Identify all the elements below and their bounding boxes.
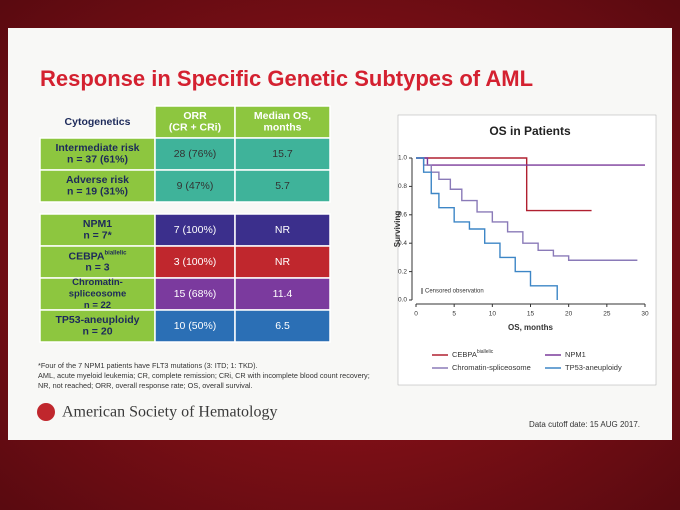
survival-curve [416,157,638,261]
logo-text: American Society of Hematology [62,404,278,421]
cell-text: months [264,122,302,134]
table-cell [39,309,156,343]
legend-label: Chromatin-spliceosome [452,363,531,372]
cell-text: 3 (100%) [174,256,217,268]
table-cell [39,169,156,203]
footnote: AML, acute myeloid leukemia; CR, complet… [38,371,370,380]
survival-curve [416,157,592,212]
legend-name: CEBPA [452,350,477,359]
cell-text: 15.7 [272,148,293,160]
y-tick-label: 0.4 [398,240,407,247]
x-tick-label: 20 [565,311,573,318]
x-tick-label: 10 [489,311,497,318]
legend-name: NPM1 [565,350,586,359]
cell-text: ORR [183,110,207,122]
cell-text: 5.7 [275,180,290,192]
x-axis-label: OS, months [508,323,553,332]
cell-text: n = 20 [82,326,112,338]
table-cell [234,277,331,311]
cell-text: (CR + CRi) [169,122,221,134]
cell-text: TP53-aneuploidy [55,314,139,326]
cell-text-sup: biallelic [104,250,127,256]
cell-text-main: CEBPA [69,250,105,262]
legend-label: CEBPAbiallelic [452,349,494,359]
footnote: *Four of the 7 NPM1 patients have FLT3 m… [38,361,258,370]
cell-text: CEBPAbiallelic [69,250,128,262]
table-cell [234,169,331,203]
x-tick-label: 0 [414,311,418,318]
cell-text: 28 (76%) [174,148,217,160]
y-tick-label: 0.8 [398,183,407,190]
annotation: Censored observation [425,289,484,295]
cell-text: n = 19 (31%) [67,186,128,198]
chart-frame [397,114,657,386]
table-cell [234,105,331,139]
cell-text: Adverse risk [66,174,129,186]
x-tick-label: 5 [452,311,456,318]
y-tick-label: 0.6 [398,212,407,219]
cell-text: Cytogenetics [65,116,131,128]
logo-icon [37,403,55,421]
slide-title: Response in Specific Genetic Subtypes of… [40,66,533,91]
cell-text: 9 (47%) [177,180,214,192]
legend-label: NPM1 [565,350,586,359]
chart-title: OS in Patients [489,124,571,138]
legend-sup: biallelic [477,349,494,355]
x-tick-label: 15 [527,311,535,318]
cell-text: n = 22 [84,300,111,311]
y-tick-label: 0.2 [398,268,407,275]
cell-text: 11.4 [273,288,293,300]
legend-label: TP53-aneuploidy [565,363,622,372]
table-cell [234,137,331,171]
cell-text: 6.5 [275,320,290,332]
cell-text: NPM1 [83,218,112,230]
survival-curve [416,157,558,300]
cell-text: Median OS, [254,110,311,122]
cell-text: n = 7* [83,230,112,242]
cell-text: Chromatin- [72,277,123,288]
cell-text: NR [275,256,291,268]
cell-text: n = 3 [85,262,109,274]
y-axis-label: Surviving [393,211,402,248]
legend-name: Chromatin-spliceosome [452,363,531,372]
cutoff-date: Data cutoff date: 15 AUG 2017. [529,420,640,429]
cell-text: Intermediate risk [55,142,139,154]
cell-text: 10 (50%) [174,320,217,332]
cell-text: 15 (68%) [174,288,217,300]
cell-text: n = 37 (61%) [67,154,128,166]
table-cell [154,213,236,247]
table-cell [234,245,331,279]
cell-text: spliceosome [69,289,127,300]
y-tick-label: 0.0 [398,297,407,304]
x-tick-label: 30 [641,311,649,318]
legend-name: TP53-aneuploidy [565,363,622,372]
cell-text: 7 (100%) [174,224,217,236]
table-cell [39,277,156,311]
cell-text: NR [275,224,291,236]
table-cell [154,169,236,203]
x-tick-label: 25 [603,311,611,318]
table-cell [234,309,331,343]
footnote: NR, not reached; ORR, overall response r… [38,381,253,390]
y-tick-label: 1.0 [398,155,407,162]
table-cell [39,245,156,279]
